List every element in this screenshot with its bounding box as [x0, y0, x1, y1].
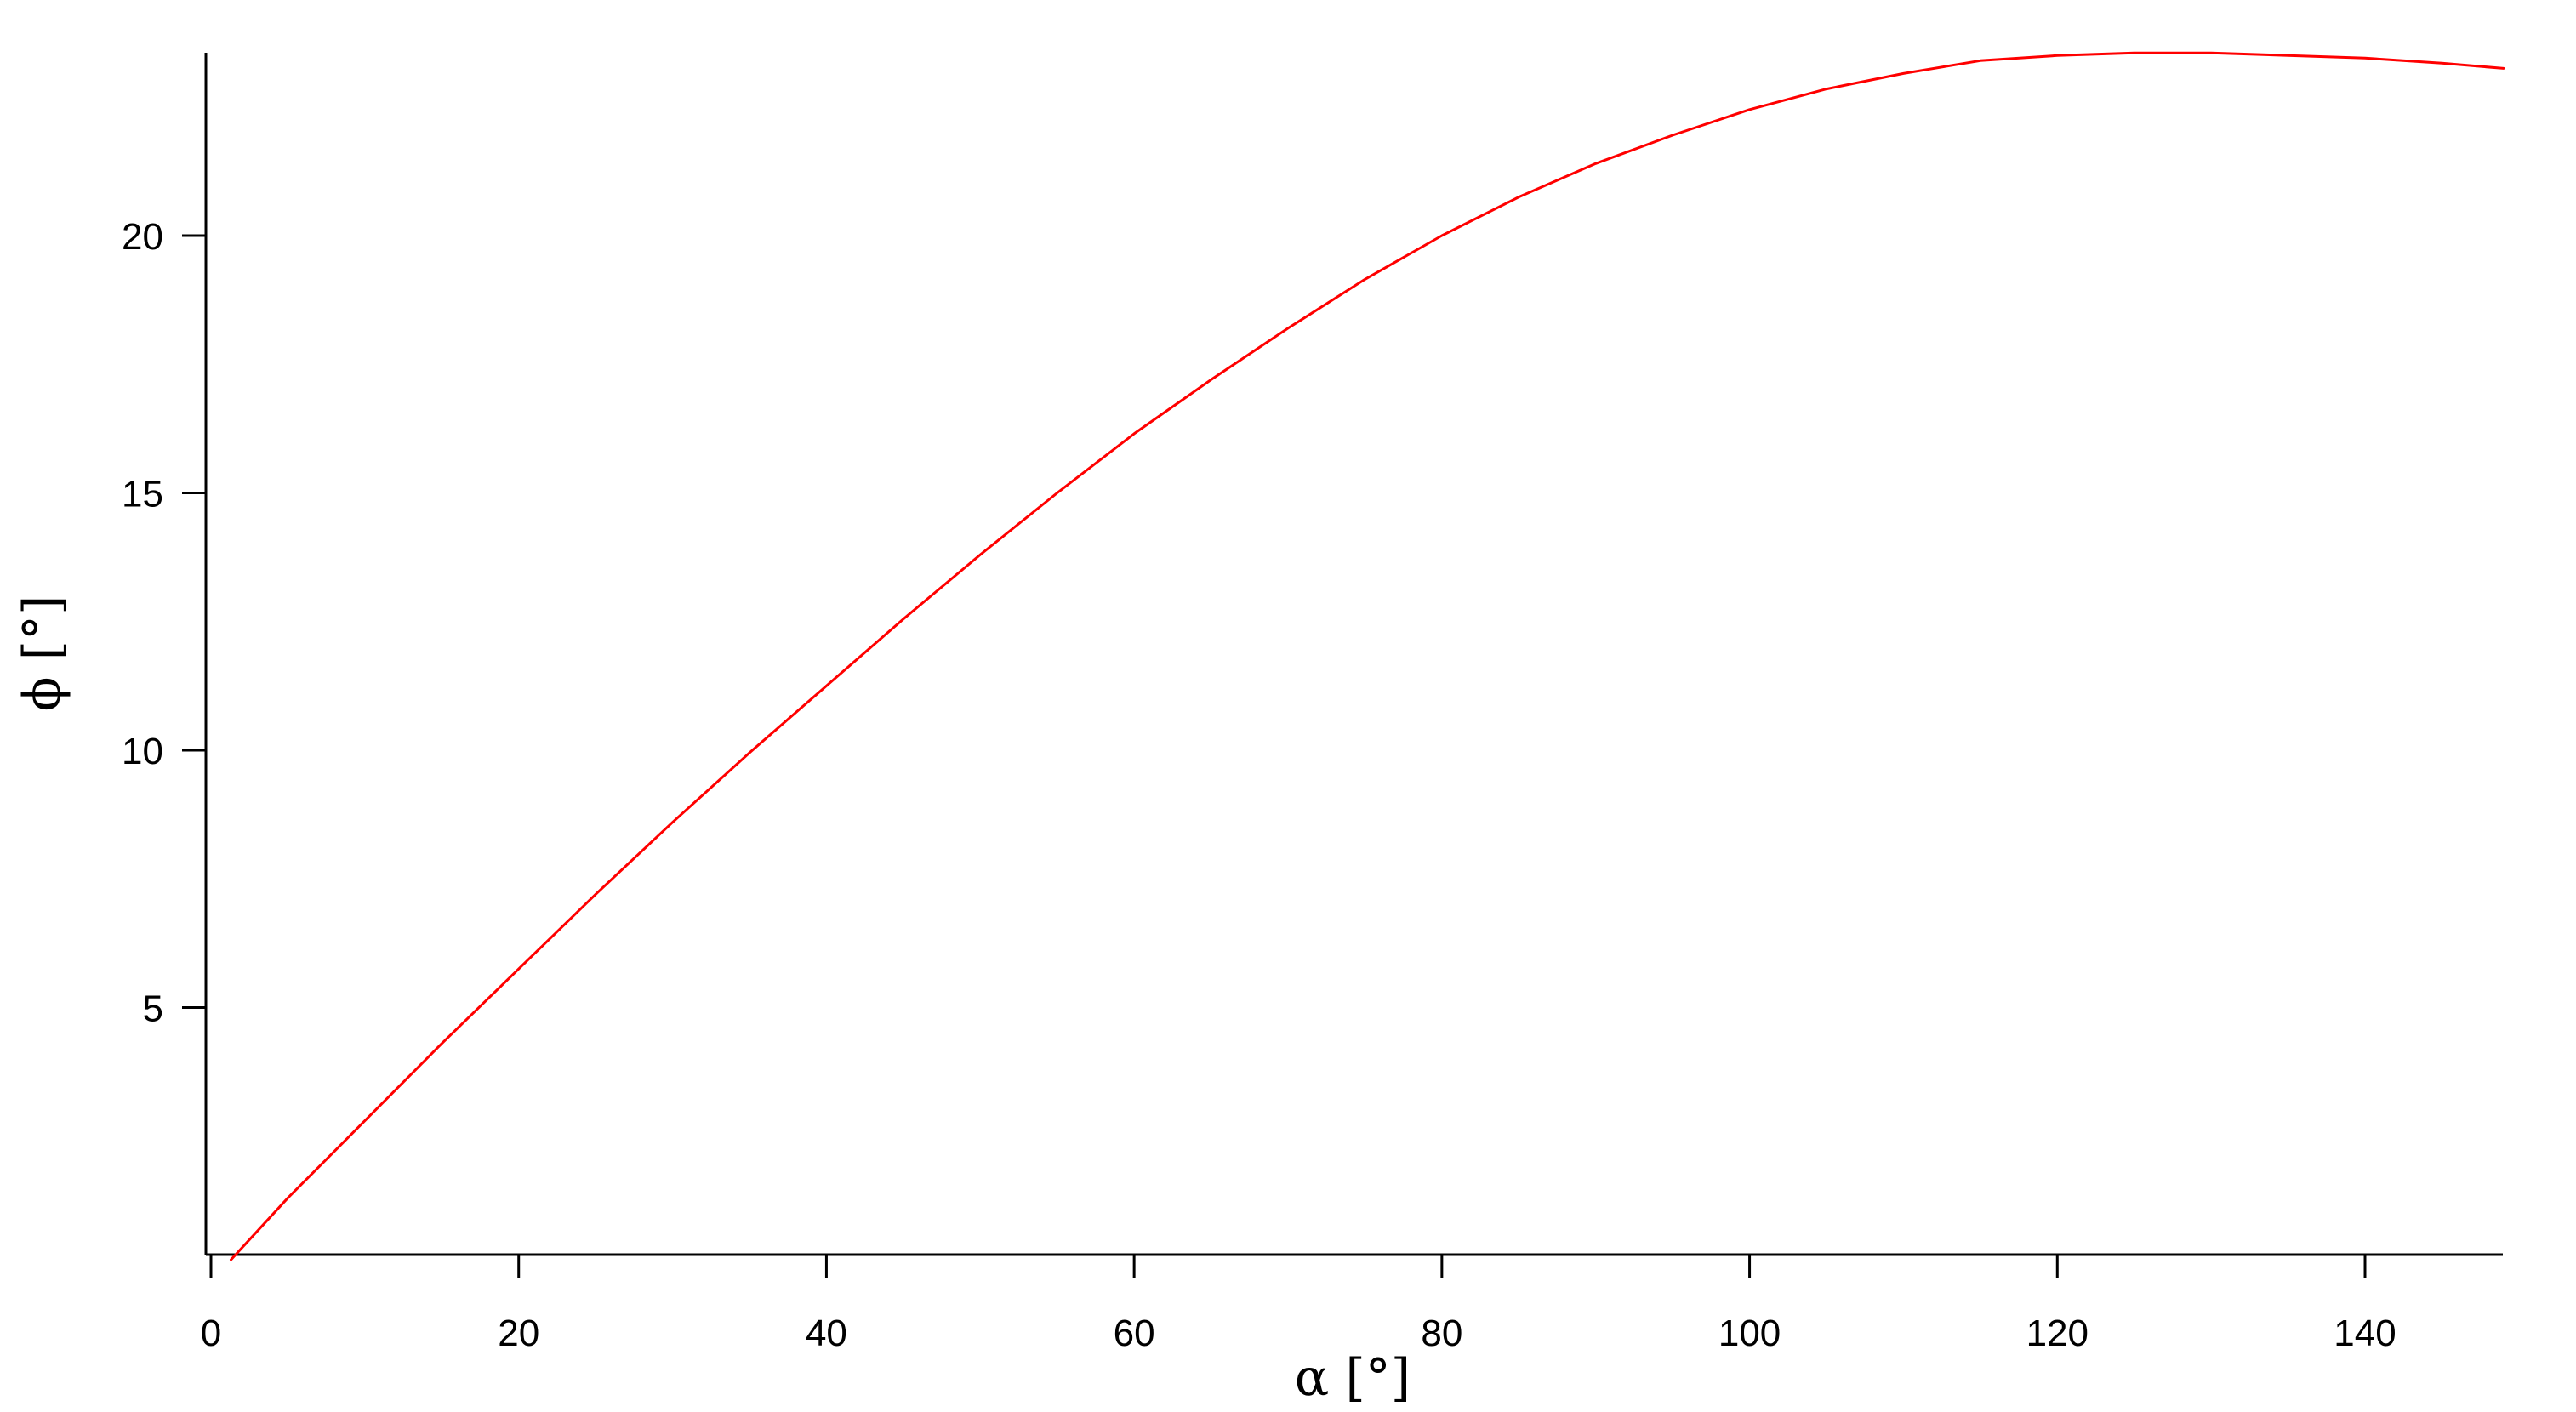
x-tick-label: 60: [1114, 1312, 1155, 1354]
x-tick-label: 80: [1421, 1312, 1462, 1354]
y-tick-label: 20: [122, 216, 163, 258]
y-tick-label: 10: [122, 731, 163, 772]
x-tick-label: 140: [2334, 1312, 2396, 1354]
x-axis-title: α [°]: [1295, 1348, 1411, 1408]
y-axis-title: ϕ [°]: [13, 595, 72, 712]
x-tick-label: 20: [498, 1312, 539, 1354]
series-line: [230, 51, 2505, 1261]
x-tick-label: 0: [201, 1312, 221, 1354]
axes: [204, 53, 2503, 1256]
x-tick-label: 40: [806, 1312, 847, 1354]
x-tick-label: 120: [2026, 1312, 2089, 1354]
x-ticks: 0 20 40 60 80 100 120 140: [201, 1255, 2396, 1354]
x-tick-label: 100: [1718, 1312, 1781, 1354]
y-ticks: 5 10 15 20: [122, 216, 206, 1030]
y-tick-label: 15: [122, 474, 163, 515]
y-tick-label: 5: [143, 988, 163, 1030]
series-layer: [230, 51, 2505, 1261]
